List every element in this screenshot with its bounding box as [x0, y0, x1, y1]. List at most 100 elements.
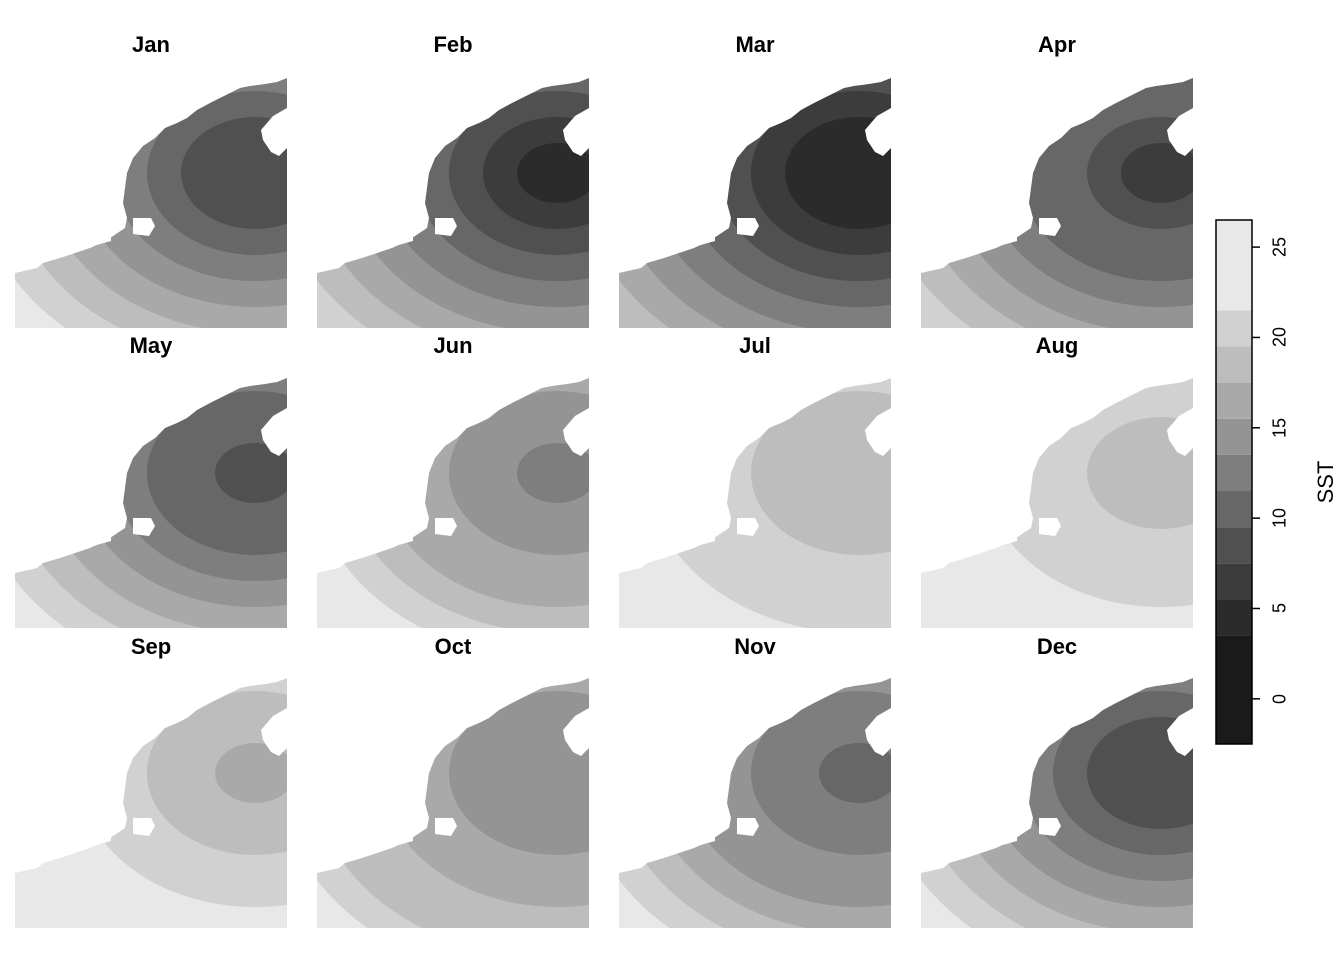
panel-title-apr: Apr [1038, 32, 1076, 57]
island-land [865, 108, 891, 156]
panel-title-jul: Jul [739, 333, 771, 358]
legend-tick-label: 25 [1269, 237, 1290, 258]
legend-color-band [1216, 220, 1252, 311]
legend-title: SST [1313, 460, 1338, 504]
sst-contour-band [215, 743, 287, 803]
island-land [563, 708, 589, 756]
coastal-feature [435, 518, 457, 536]
map-panel-aug [921, 378, 1193, 628]
sst-contour-band [517, 743, 589, 803]
coastal-feature [737, 518, 759, 536]
coastal-feature [737, 818, 759, 836]
coastal-feature [357, 836, 413, 851]
sst-contour-band [819, 443, 891, 503]
panel-title-feb: Feb [433, 32, 473, 57]
coastal-feature [1039, 218, 1061, 236]
sst-contour-band [1121, 443, 1193, 503]
legend-color-band [1216, 527, 1252, 564]
island-land [563, 408, 589, 456]
land-mask [15, 378, 287, 573]
map-panel-feb [317, 78, 589, 328]
coastal-feature [357, 536, 413, 551]
map-panel-dec [921, 678, 1193, 928]
legend-tick-label: 0 [1269, 693, 1290, 704]
sst-contour-band [1121, 743, 1193, 803]
map-panel-nov [619, 678, 891, 928]
land-mask [15, 678, 287, 873]
sst-legend [1215, 219, 1260, 745]
legend-color-band [1216, 635, 1252, 744]
coastal-feature [55, 836, 111, 851]
legend-tick-label: 20 [1269, 327, 1290, 348]
sst-contour-band [215, 443, 287, 503]
legend-color-band [1216, 454, 1252, 492]
coastal-feature [1039, 818, 1061, 836]
island-land [1167, 708, 1193, 756]
island-land [1167, 108, 1193, 156]
panel-title-mar: Mar [735, 32, 775, 57]
map-panel-apr [921, 78, 1193, 328]
coastal-feature [55, 236, 111, 251]
legend-color-band [1216, 599, 1252, 636]
coastal-feature [737, 218, 759, 236]
map-panel-oct [317, 678, 589, 928]
island-land [261, 708, 287, 756]
map-panel-sep [15, 678, 287, 928]
island-land [563, 108, 589, 156]
sst-contour-band [819, 743, 891, 803]
coastal-feature [133, 818, 155, 836]
panel-title-jan: Jan [132, 32, 170, 57]
legend-color-band [1216, 491, 1252, 528]
coastal-feature [133, 518, 155, 536]
coastal-feature [1039, 518, 1061, 536]
panel-title-nov: Nov [734, 634, 776, 659]
land-mask [619, 78, 891, 273]
panel-title-dec: Dec [1036, 634, 1078, 659]
island-land [1167, 408, 1193, 456]
land-mask [317, 378, 589, 573]
panel-title-jun: Jun [433, 333, 473, 358]
legend-color-band [1216, 382, 1252, 419]
land-mask [317, 678, 589, 873]
sst-contour-band [517, 143, 589, 203]
coastal-feature [659, 236, 715, 251]
map-panel-may [15, 378, 287, 628]
sst-contour-band [1121, 143, 1193, 203]
sst-contour-band [819, 143, 891, 203]
panel-title-sep: Sep [130, 634, 172, 659]
coastal-feature [55, 536, 111, 551]
coastal-feature [133, 218, 155, 236]
panel-title-aug: Aug [1035, 333, 1079, 358]
map-panel-jul [619, 378, 891, 628]
land-mask [619, 678, 891, 873]
legend-tick-label: 5 [1269, 603, 1290, 614]
panel-title-oct: Oct [434, 634, 472, 659]
map-panel-jan [15, 78, 287, 328]
land-mask [921, 678, 1193, 873]
island-land [261, 108, 287, 156]
island-land [865, 708, 891, 756]
map-panel-mar [619, 78, 891, 328]
legend-color-band [1216, 310, 1252, 347]
coastal-feature [961, 536, 1017, 551]
legend-color-band [1216, 418, 1252, 455]
coastal-feature [435, 818, 457, 836]
legend-tick-label: 15 [1269, 417, 1290, 438]
land-mask [619, 378, 891, 573]
land-mask [921, 378, 1193, 573]
map-panel-jun [317, 378, 589, 628]
legend-frame [1215, 219, 1253, 745]
legend-color-band [1216, 346, 1252, 383]
coastal-feature [435, 218, 457, 236]
island-land [261, 408, 287, 456]
legend-tick-label: 10 [1269, 508, 1290, 529]
sst-contour-band [215, 143, 287, 203]
coastal-feature [659, 836, 715, 851]
coastal-feature [961, 236, 1017, 251]
land-mask [317, 78, 589, 273]
land-mask [15, 78, 287, 273]
legend-color-band [1216, 563, 1252, 600]
land-mask [921, 78, 1193, 273]
